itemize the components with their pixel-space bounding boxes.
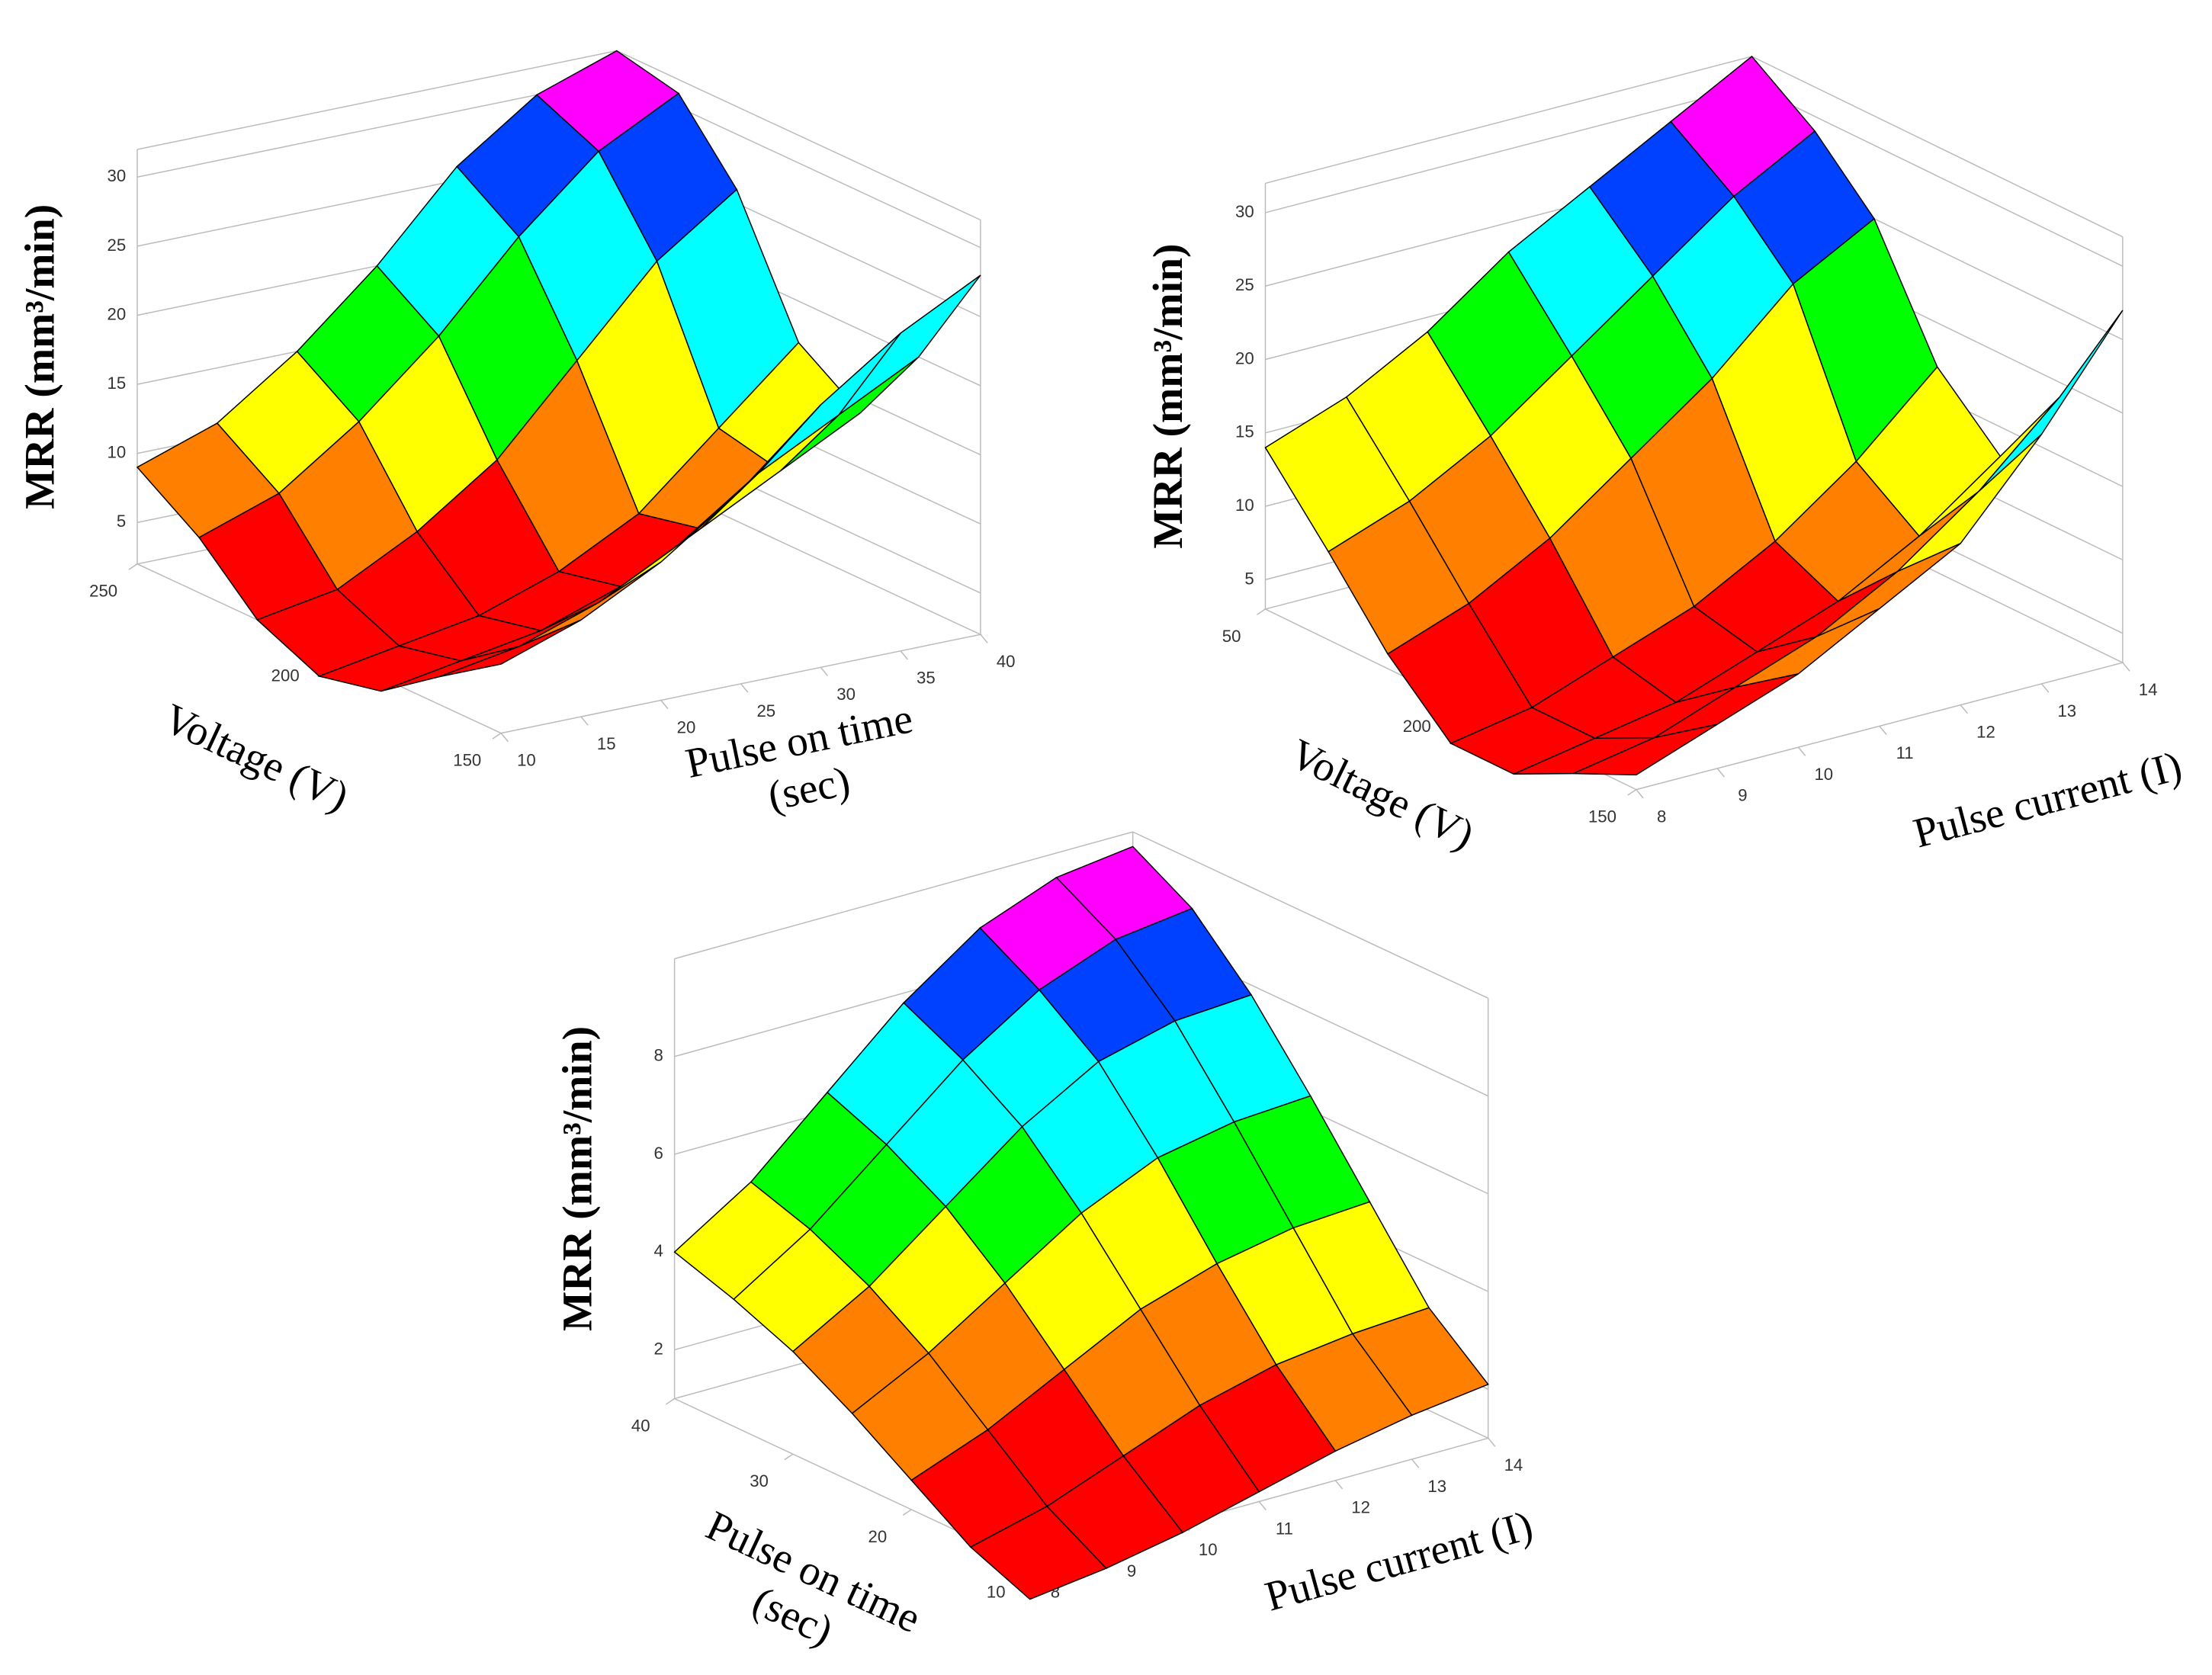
z-tick-label: 20	[108, 304, 127, 323]
z-tick-label: 20	[1235, 348, 1254, 367]
y-tick-label: 10	[1814, 765, 1833, 784]
y-tick-label: 11	[1276, 1519, 1293, 1538]
y-tick	[980, 634, 988, 643]
x-tick	[1627, 789, 1637, 796]
z-tick-label: 30	[1235, 202, 1254, 221]
y-tick-label: 10	[1199, 1540, 1218, 1559]
surface-plot: 5 10 15 20 25 30 150 200 250 10 15 20 25 30 35 40 Voltag…	[17, 50, 1016, 834]
y-tick	[1488, 1437, 1496, 1447]
x-tick-label: 30	[750, 1471, 769, 1490]
y-tick	[1716, 768, 1725, 778]
xlabel-title: Pulse on time(sec)	[679, 1502, 927, 1675]
x-tick-label: 200	[271, 666, 300, 685]
z-tick-label: 25	[108, 236, 127, 255]
y-tick-label: 35	[917, 669, 936, 688]
y-tick-label: 14	[1504, 1455, 1523, 1474]
z-tick-label: 5	[1244, 569, 1254, 588]
z-tick-label: 15	[108, 374, 127, 393]
y-tick	[740, 683, 749, 693]
surface-patch	[969, 1505, 1108, 1600]
y-tick	[1879, 725, 1887, 735]
y-tick	[2122, 662, 2130, 672]
y-tick	[2040, 683, 2050, 693]
y-tick-label: 40	[997, 652, 1016, 671]
x-tick-label: 150	[453, 750, 481, 769]
z-tick-label: 10	[1235, 496, 1254, 515]
zlabel-title: MRR (mm³/min)	[1145, 244, 1191, 549]
y-tick-label: 20	[677, 717, 696, 736]
y-tick	[1334, 1480, 1344, 1490]
xlabel-title: Voltage (V)	[1283, 730, 1482, 858]
y-tick-label: 9	[1127, 1561, 1136, 1580]
y-tick	[1636, 789, 1644, 799]
x-tick	[902, 1509, 912, 1516]
z-tick-label: 6	[653, 1144, 663, 1163]
axis-box	[674, 831, 1488, 999]
y-tick	[1411, 1458, 1420, 1468]
surface-plot: 5 10 15 20 25 30 150 200 50 8 9 10 11 12 13 14 Voltage (…	[1145, 55, 2186, 858]
x-tick	[1256, 608, 1266, 615]
x-tick-label: 50	[1222, 627, 1241, 646]
y-tick	[660, 700, 669, 710]
z-tick-label: 2	[653, 1339, 663, 1358]
x-tick-label: 40	[631, 1416, 650, 1435]
surface-patch	[838, 274, 981, 416]
y-tick-label: 12	[1351, 1498, 1370, 1517]
z-tick-label: 15	[1235, 422, 1254, 441]
zlabel-title: MRR (mm³/min)	[554, 1026, 600, 1331]
surface-patch	[1572, 724, 1718, 776]
z-tick-label: 10	[108, 443, 127, 462]
surface-patch	[438, 619, 582, 678]
y-tick	[580, 716, 589, 726]
y-tick	[820, 666, 829, 676]
ylabel-title: Pulse current (I)	[1909, 743, 2186, 857]
x-tick-label: 250	[89, 582, 117, 601]
y-tick	[1797, 746, 1806, 756]
x-tick-label: 10	[987, 1583, 1006, 1602]
y-tick	[1258, 1501, 1267, 1511]
z-tick-label: 4	[653, 1241, 663, 1260]
y-tick	[900, 650, 908, 660]
z-tick-label: 25	[1235, 275, 1254, 294]
y-tick-label: 25	[756, 701, 775, 720]
y-tick-label: 13	[1427, 1477, 1446, 1496]
ylabel-title: Pulse current (I)	[1260, 1502, 1538, 1620]
z-tick-label: 5	[117, 512, 126, 531]
y-tick-label: 11	[1896, 743, 1914, 762]
x-tick	[784, 1453, 794, 1461]
ylabel-title: Pulse on time(sec)	[682, 695, 926, 834]
x-tick-label: 20	[868, 1527, 888, 1546]
z-tick-label: 8	[653, 1046, 663, 1065]
x-tick	[128, 563, 138, 570]
x-tick	[492, 733, 502, 740]
x-tick	[666, 1397, 676, 1405]
y-tick-label: 10	[517, 750, 536, 769]
y-tick-label: 9	[1738, 786, 1747, 805]
y-tick	[1960, 704, 1969, 714]
y-tick-label: 14	[2139, 680, 2158, 699]
xlabel-title: Voltage (V)	[157, 695, 356, 820]
y-tick-label: 13	[2057, 701, 2076, 720]
y-tick-label: 15	[597, 734, 616, 753]
x-tick-label: 150	[1588, 807, 1616, 826]
x-tick-label: 200	[1403, 717, 1431, 736]
y-tick-label: 8	[1657, 807, 1666, 826]
y-tick	[500, 733, 509, 743]
z-tick-label: 30	[108, 166, 127, 185]
y-tick-label: 30	[836, 685, 856, 704]
zlabel-title: MRR (mm³/min)	[17, 204, 63, 509]
y-tick-label: 12	[1976, 723, 1995, 742]
